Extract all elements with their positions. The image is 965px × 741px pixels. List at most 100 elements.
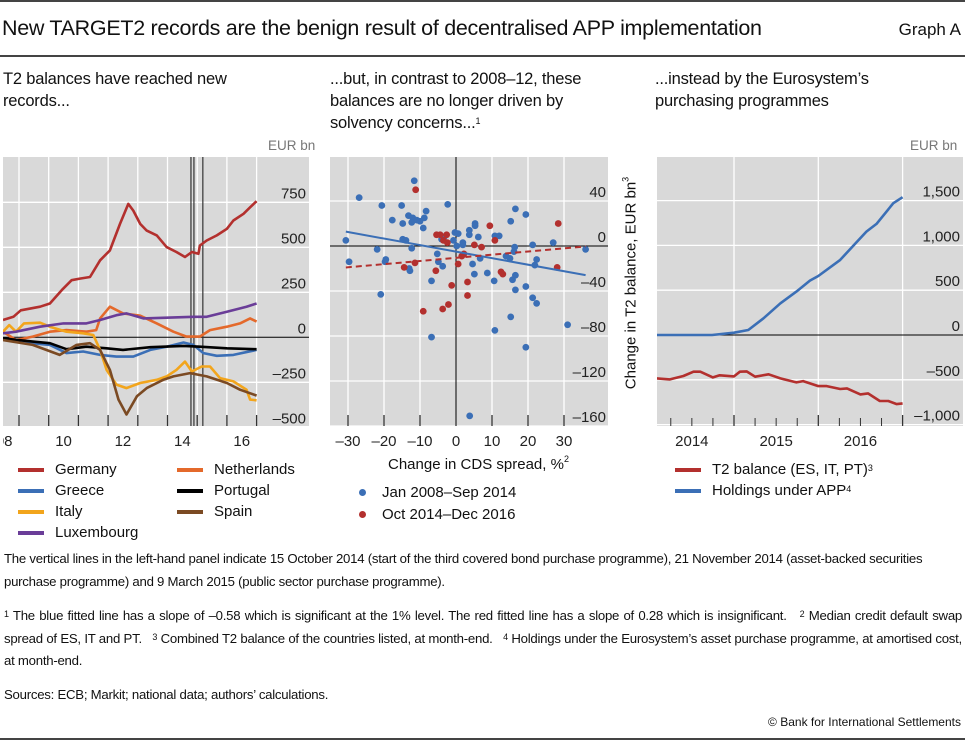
panel-2-y-label: Change in T2 balance, EUR bn3 (621, 177, 640, 389)
scatter-point-jan-2008-sep-2014 (453, 242, 461, 250)
panel-1-chart: 750 500 250 0 –250 –500 (3, 157, 309, 426)
x-tick-label: 30 (556, 433, 573, 450)
x-tick-label: –20 (371, 433, 396, 450)
y-tick-label: 0 (598, 229, 606, 246)
x-tick-label: 2016 (844, 433, 877, 450)
x-tick-label: 2014 (675, 433, 708, 450)
footnote-4: Holdings under the Eurosystem’s asset pu… (4, 630, 962, 669)
footnote-number: 3 (152, 631, 158, 642)
y-tick-label: 250 (281, 275, 306, 292)
y-tick-label: 1,500 (922, 184, 960, 201)
scatter-point-oct-2014-dec-2016 (464, 292, 471, 299)
x-tick-label: 14 (174, 433, 191, 450)
footnote-2: Median credit default swap spread of ES,… (4, 608, 962, 646)
scatter-point-jan-2008-sep-2014 (345, 258, 353, 266)
x-tick-label: 08 (3, 433, 12, 450)
panel-3-unit: EUR bn (910, 138, 958, 153)
legend-dot (359, 511, 366, 518)
y-tick-label: 1,000 (922, 228, 960, 245)
legend-greece: Greece (18, 482, 104, 499)
scatter-point-oct-2014-dec-2016 (400, 263, 408, 271)
scatter-point-jan-2008-sep-2014 (422, 207, 430, 215)
x-tick-label: 2015 (759, 433, 792, 450)
legend-label: Italy (55, 503, 83, 520)
y-tick-label: 500 (281, 230, 306, 247)
scatter-point-jan-2008-sep-2014 (533, 256, 541, 263)
legend-swatch (675, 488, 701, 493)
panel-3-x-axis: 2014 2015 2016 (675, 433, 877, 450)
series-line-germany (3, 200, 258, 322)
legend-label: Portugal (214, 482, 270, 499)
y-tick-label: –120 (573, 364, 606, 381)
scatter-point-oct-2014-dec-2016 (470, 241, 478, 249)
fitted-line-blue (345, 230, 586, 277)
copyright: © Bank for International Settlements (768, 715, 961, 729)
series-line-holdings-under-app (657, 196, 904, 337)
footnote-number: 4 (503, 631, 508, 642)
legend-dot (359, 489, 366, 496)
legend-spain: Spain (177, 503, 252, 520)
scatter-point-oct-2014-dec-2016 (419, 307, 427, 315)
scatter-point-jan-2008-sep-2014 (495, 232, 503, 240)
scatter-point-oct-2014-dec-2016 (440, 236, 447, 244)
scatter-point-jan-2008-sep-2014 (433, 250, 441, 258)
footnote-ref: 3 (867, 462, 873, 473)
scatter-point-jan-2008-sep-2014 (522, 211, 530, 218)
legend-swatch (177, 488, 203, 493)
scatter-point-jan-2008-sep-2014 (490, 277, 498, 285)
legend-label: Netherlands (214, 461, 295, 478)
scatter-point-jan-2008-sep-2014 (549, 239, 557, 247)
legend-swatch (177, 467, 203, 472)
legend-label: Holdings under APP (712, 482, 847, 499)
scatter-point-jan-2008-sep-2014 (471, 222, 479, 230)
x-tick-label: 0 (452, 433, 460, 450)
scatter-point-jan-2008-sep-2014 (419, 224, 427, 232)
scatter-point-jan-2008-sep-2014 (373, 245, 381, 253)
legend-label: Oct 2014–Dec 2016 (382, 506, 516, 523)
scatter-point-oct-2014-dec-2016 (491, 236, 499, 244)
top-rule (0, 0, 965, 2)
panel-1-title: T2 balances have reached new records... (3, 68, 273, 112)
scatter-point-jan-2008-sep-2014 (470, 270, 478, 278)
y-tick-label: 0 (298, 320, 306, 337)
scatter-point-oct-2014-dec-2016 (448, 281, 456, 289)
scatter-point-jan-2008-sep-2014 (406, 267, 414, 275)
y-tick-label: –40 (581, 274, 606, 291)
scatter-point-jan-2008-sep-2014 (474, 233, 482, 241)
x-tick-label: 12 (115, 433, 132, 450)
legend-period-1: Jan 2008–Sep 2014 (359, 484, 516, 501)
x-tick-label: 10 (484, 433, 501, 450)
scatter-point-jan-2008-sep-2014 (377, 290, 385, 298)
footnotes: 1 The blue fitted line has a slope of –0… (4, 605, 962, 673)
x-tick-label: –10 (407, 433, 432, 450)
scatter-point-jan-2008-sep-2014 (459, 241, 467, 249)
scatter-point-jan-2008-sep-2014 (355, 194, 363, 202)
legend-swatch (18, 467, 44, 472)
legend-germany: Germany (18, 461, 117, 478)
series-line-italy (3, 321, 257, 402)
scatter-point-jan-2008-sep-2014 (342, 236, 350, 244)
scatter-point-jan-2008-sep-2014 (408, 244, 416, 252)
scatter-point-oct-2014-dec-2016 (499, 270, 507, 278)
scatter-point-jan-2008-sep-2014 (522, 283, 530, 290)
scatter-point-oct-2014-dec-2016 (478, 243, 485, 251)
scatter-point-oct-2014-dec-2016 (432, 267, 440, 275)
scatter-point-jan-2008-sep-2014 (469, 260, 476, 268)
legend-swatch (177, 509, 203, 514)
panel-2-x-label: Change in CDS spread, %2 (388, 454, 569, 473)
legend-label: Greece (55, 482, 105, 499)
series-line-greece (3, 338, 257, 358)
footnote-ref: 1 (475, 116, 481, 126)
legend-italy: Italy (18, 503, 83, 520)
y-tick-label: 500 (935, 273, 960, 290)
scatter-point-jan-2008-sep-2014 (529, 294, 537, 302)
scatter-point-oct-2014-dec-2016 (443, 231, 451, 239)
scatter-point-jan-2008-sep-2014 (512, 205, 519, 213)
graph-label: Graph A (898, 20, 961, 39)
scatter-point-jan-2008-sep-2014 (466, 412, 474, 420)
scatter-point-jan-2008-sep-2014 (564, 321, 571, 329)
scatter-point-jan-2008-sep-2014 (450, 236, 457, 244)
legend-netherlands: Netherlands (177, 461, 295, 478)
footnote-1: The blue fitted line has a slope of –0.5… (12, 608, 787, 623)
y-tick-label: –500 (927, 363, 960, 380)
